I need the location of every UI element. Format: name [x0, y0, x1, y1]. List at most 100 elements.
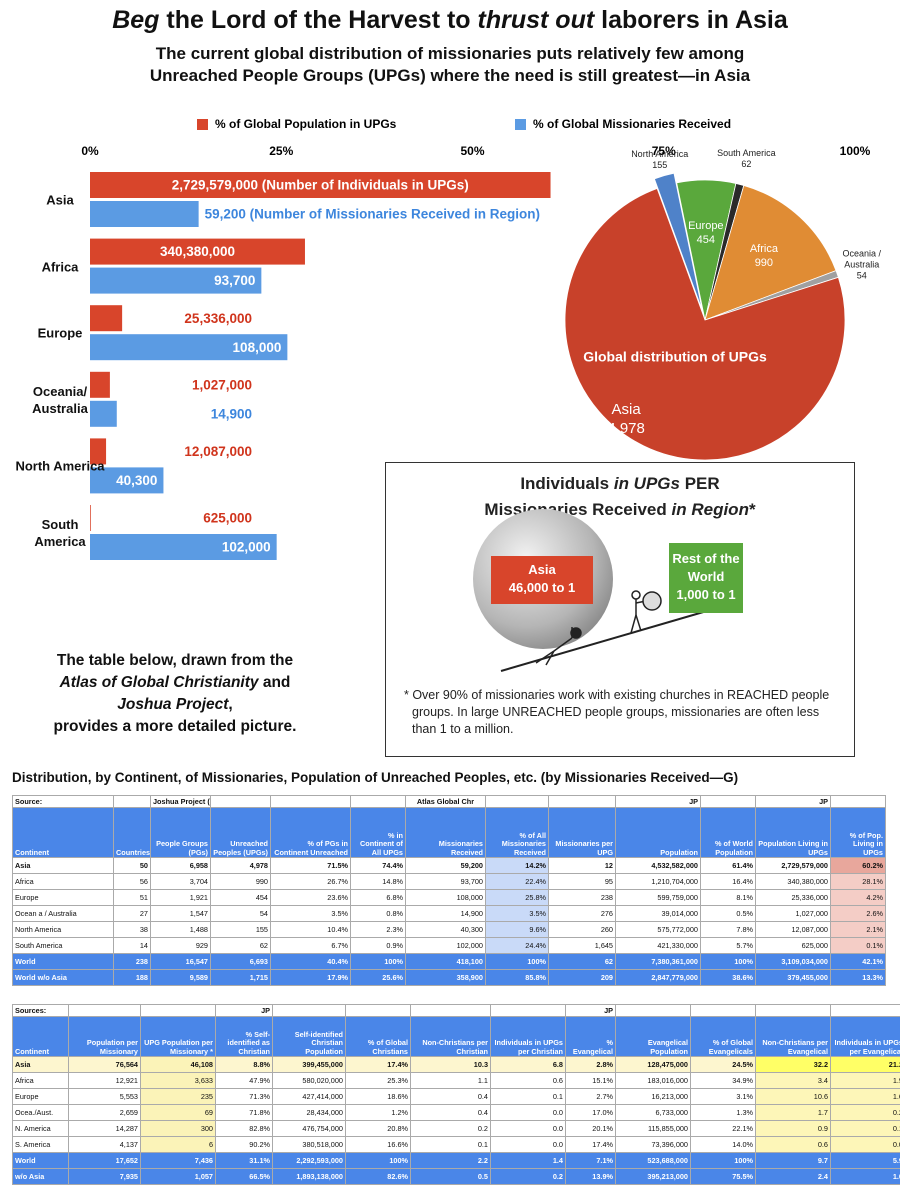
table-cell: 31.1% — [215, 1152, 273, 1169]
column-header: Missionaries per UPG — [548, 807, 616, 858]
table-cell: 38.6% — [700, 969, 756, 986]
callout-box: Individuals in UPGs PER Missionaries Rec… — [385, 462, 855, 757]
source-cell — [615, 1004, 691, 1017]
table-cell: 4.2% — [830, 889, 886, 906]
data-table: Source: Joshua Project (JP) Atlas Global C… — [12, 795, 886, 986]
table-cell: 8.1% — [700, 889, 756, 906]
source-cell: JP — [615, 795, 701, 808]
column-header: Continent — [12, 1016, 69, 1057]
source-cell — [755, 1004, 831, 1017]
table-cell: Europe — [12, 1088, 69, 1105]
title-part: Beg — [112, 6, 160, 34]
table-cell: 100% — [345, 1152, 411, 1169]
table-cell: 0.9% — [350, 937, 406, 954]
source-cell — [272, 1004, 346, 1017]
table-cell: 100% — [690, 1152, 756, 1169]
source-cell — [690, 1004, 756, 1017]
table-cell: 340,380,000 — [755, 873, 831, 890]
table-cell: 0.2 — [490, 1168, 566, 1185]
table-cell: 17.0% — [565, 1104, 616, 1121]
table-cell: 12,921 — [68, 1072, 141, 1089]
source-cell — [490, 1004, 566, 1017]
bar — [90, 172, 551, 198]
table-cell: 28.1% — [830, 873, 886, 890]
y-tick-label: Europe — [37, 325, 83, 341]
table-cell: 100% — [700, 953, 756, 970]
source-cell: Sources: — [12, 1004, 69, 1017]
table-cell: North America — [12, 921, 114, 938]
table-cell: 10.4% — [270, 921, 351, 938]
source-cell — [345, 1004, 411, 1017]
pie-label-value: 155 — [652, 160, 668, 171]
bar-label: 93,700 — [214, 273, 255, 288]
column-header: % Evangelical — [565, 1016, 616, 1057]
column-header: Countries — [113, 807, 151, 858]
table-cell: Asia — [12, 857, 114, 874]
table-cell: 2.2 — [410, 1152, 491, 1169]
bar — [90, 238, 305, 265]
table-cell: 599,759,000 — [615, 889, 701, 906]
table-cell: 95 — [548, 873, 616, 890]
table-cell: 260 — [548, 921, 616, 938]
table-cell: 380,518,000 — [272, 1136, 346, 1153]
table-cell: 1,210,704,000 — [615, 873, 701, 890]
title-part: the Lord of the Harvest to — [166, 6, 471, 34]
table-cell: 929 — [150, 937, 211, 954]
legend-swatch — [515, 119, 526, 130]
source-cell — [830, 795, 886, 808]
y-tick-label: South America — [34, 517, 86, 549]
bar — [90, 267, 262, 294]
table-cell: S. America — [12, 1136, 69, 1153]
table-cell: 5,553 — [68, 1088, 141, 1105]
column-header: % of PGs in Continent Unreached — [270, 807, 351, 858]
table-row: Sources: JP JP — [12, 1004, 900, 1017]
table-row: Asia 50 6,958 4,978 71.5% 74.4% 59,200 14.2% 12 4… — [12, 857, 886, 874]
table-cell: 40,300 — [405, 921, 486, 938]
column-header: % of Pop. Living in UPGs — [830, 807, 886, 858]
pie-slice — [564, 187, 846, 461]
table-cell: 22.1% — [690, 1120, 756, 1137]
table-cell: 454 — [210, 889, 271, 906]
illustration — [473, 509, 725, 672]
x-tick-label: 0% — [81, 144, 99, 158]
table-cell: 42.1% — [830, 953, 886, 970]
column-header: Individuals in UPGs per Evangelical — [830, 1016, 900, 1057]
table-cell: 2,292,593,000 — [272, 1152, 346, 1169]
table-cell: 2.8% — [565, 1056, 616, 1073]
table-cell: 990 — [210, 873, 271, 890]
pie-title: Global distribution of UPGs — [583, 349, 767, 365]
table-cell: 69 — [140, 1104, 216, 1121]
pie-label-name: Europe — [688, 220, 724, 233]
table-cell: 14 — [113, 937, 151, 954]
column-header: Population per Missionary — [68, 1016, 141, 1057]
table-cell: 6,958 — [150, 857, 211, 874]
intro-part: provides a more detailed picture. — [53, 718, 297, 735]
table-cell: 421,330,000 — [615, 937, 701, 954]
source-cell — [140, 1004, 216, 1017]
table-cell: 71.8% — [215, 1104, 273, 1121]
table-cell: 108,000 — [405, 889, 486, 906]
bar — [90, 438, 107, 465]
source-cell — [270, 795, 351, 808]
table-cell: 16.6% — [345, 1136, 411, 1153]
table-cell: 128,475,000 — [615, 1056, 691, 1073]
table-cell: 3.5% — [485, 905, 549, 922]
rest-ratio-box: Rest of the World 1,000 to 1 — [669, 543, 743, 613]
table-cell: Ocea./Aust. — [12, 1104, 69, 1121]
table-cell: 0.0 — [490, 1120, 566, 1137]
callout-title-part: * — [748, 500, 756, 519]
table-cell: 62 — [210, 937, 271, 954]
pie-label: Africa 990 — [729, 242, 799, 270]
table-cell: 27 — [113, 905, 151, 922]
column-header: % of Global Evangelicals — [690, 1016, 756, 1057]
table-cell: 25.8% — [485, 889, 549, 906]
table-cell: 399,455,000 — [272, 1056, 346, 1073]
y-tick-label: Oceania/ Australia — [32, 383, 88, 416]
source-cell — [113, 795, 151, 808]
bar-label: 108,000 — [233, 340, 282, 355]
table-row: S. America 4,137 6 90.2% 380,518,000 16.6% 0.1… — [12, 1136, 900, 1153]
table-cell: 71.3% — [215, 1088, 273, 1105]
table-row: Ocean a / Australia 27 1,547 54 3.5% 0.8% 14,9… — [12, 905, 886, 922]
bar-label: 102,000 — [222, 540, 271, 555]
pie-label: North America 155 — [625, 149, 695, 171]
